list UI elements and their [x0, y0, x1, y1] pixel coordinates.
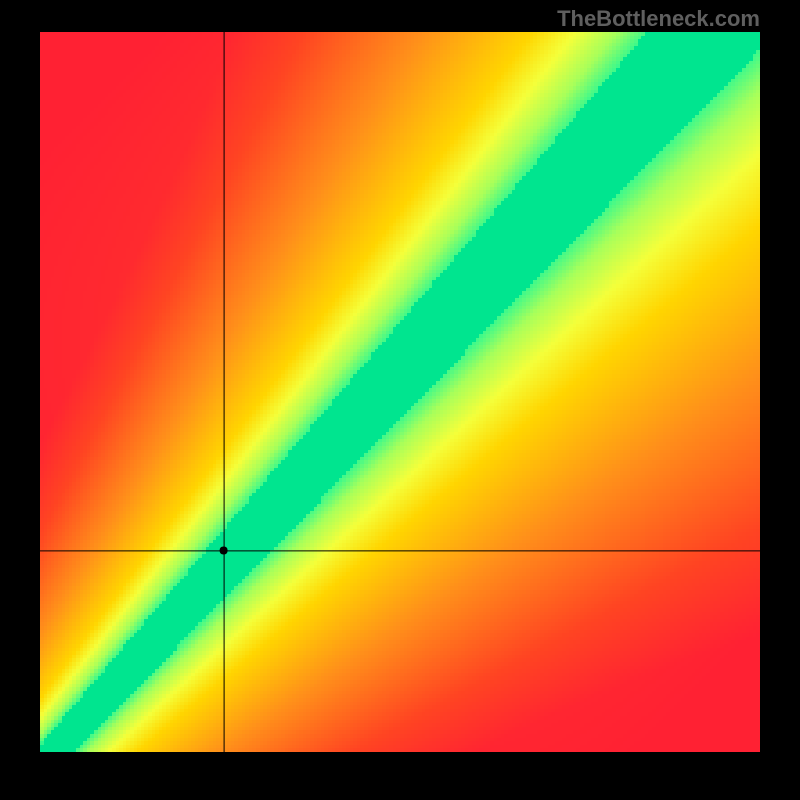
- heatmap-canvas: [40, 32, 760, 752]
- watermark-text: TheBottleneck.com: [557, 6, 760, 32]
- chart-container: TheBottleneck.com: [0, 0, 800, 800]
